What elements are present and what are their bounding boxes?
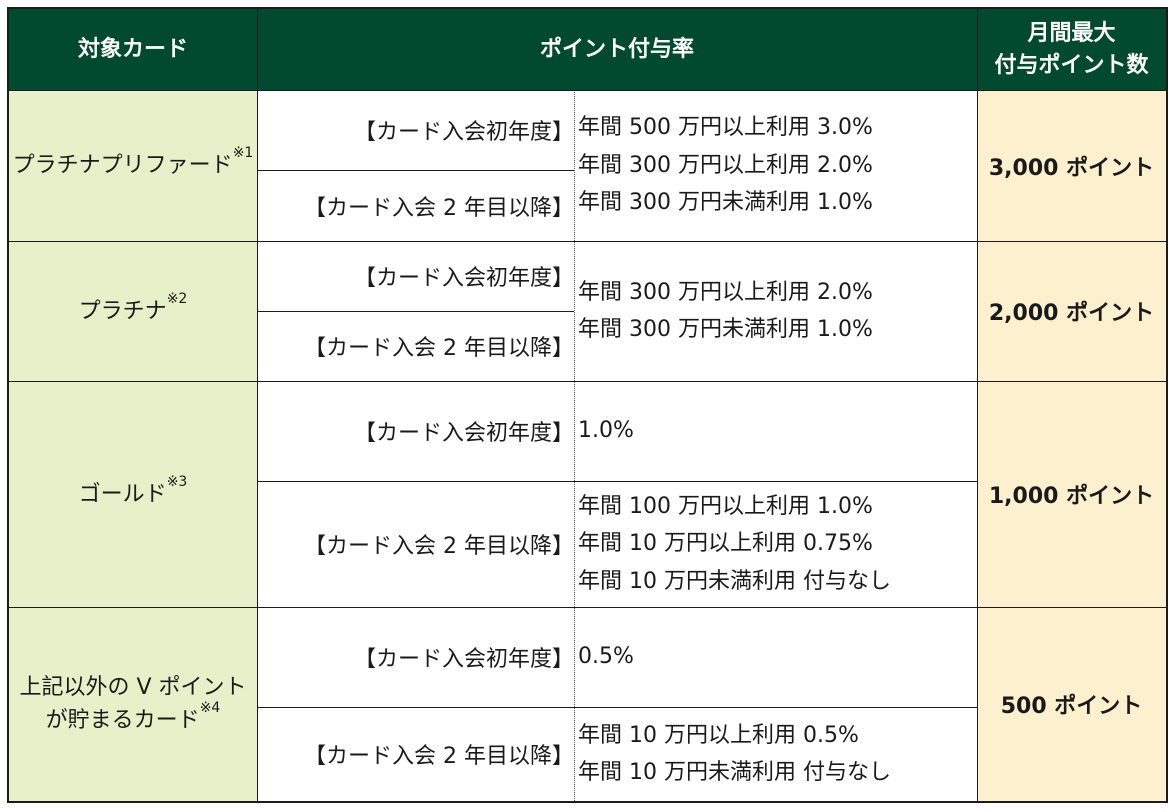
row-divider	[9, 381, 1166, 382]
dotted-divider	[574, 90, 575, 801]
header-monthly-max-line1: 月間最大	[1027, 20, 1116, 46]
first-year-label: 【カード入会初年度】	[257, 381, 574, 481]
rate-list: 年間 500 万円以上利用 3.0% 年間 300 万円以上利用 2.0% 年間…	[575, 90, 977, 241]
rate-line: 年間 10 万円以上利用 0.75%	[578, 531, 873, 557]
card-name-other-v-point: 上記以外の V ポイント が貯まるカード※4	[9, 607, 257, 801]
second-year-text: 【カード入会 2 年目以降】	[304, 195, 574, 221]
second-year-label: 【カード入会 2 年目以降】	[257, 170, 574, 241]
rate-line: 0.5%	[578, 644, 634, 670]
rate-line: 年間 10 万円未満利用 付与なし	[578, 568, 891, 594]
max-points: 1,000 ポイント	[977, 381, 1166, 607]
second-year-rates: 年間 100 万円以上利用 1.0% 年間 10 万円以上利用 0.75% 年間…	[575, 481, 977, 607]
row-divider	[9, 90, 1166, 91]
header-point-rate: ポイント付与率	[257, 9, 977, 90]
second-year-label: 【カード入会 2 年目以降】	[257, 707, 574, 801]
rate-line: 年間 300 万円以上利用 2.0%	[578, 152, 873, 178]
header-target-card-label: 対象カード	[77, 36, 188, 62]
card-name-line1: 上記以外の V ポイント	[19, 675, 247, 700]
max-points-text: 2,000 ポイント	[988, 301, 1155, 326]
footnote-mark: ※1	[232, 145, 254, 161]
row-divider	[9, 607, 1166, 608]
card-name-line2: が貯まるカード	[45, 708, 200, 733]
first-year-text: 【カード入会初年度】	[353, 647, 574, 672]
second-year-rates: 年間 10 万円以上利用 0.5% 年間 10 万円未満利用 付与なし	[575, 707, 977, 801]
max-points: 500 ポイント	[977, 607, 1166, 801]
first-year-rate: 1.0%	[575, 381, 977, 481]
card-name-text: ゴールド	[78, 481, 167, 507]
max-points-text: 500 ポイント	[1000, 694, 1143, 719]
rate-line: 年間 10 万円未満利用 付与なし	[578, 760, 891, 785]
max-points-text: 1,000 ポイント	[988, 484, 1155, 509]
card-name-text: プラチナプリファード	[12, 153, 233, 178]
sub-row-divider	[257, 707, 977, 708]
header-point-rate-label: ポイント付与率	[539, 36, 694, 62]
first-year-text: 【カード入会初年度】	[353, 266, 574, 291]
rate-list: 年間 300 万円以上利用 2.0% 年間 300 万円未満利用 1.0%	[575, 241, 977, 381]
sub-row-divider	[257, 481, 977, 482]
second-year-label: 【カード入会 2 年目以降】	[257, 481, 574, 607]
first-year-rate: 0.5%	[575, 607, 977, 707]
card-name-platinum-preferred: プラチナプリファード※1	[9, 90, 257, 241]
first-year-label: 【カード入会初年度】	[257, 607, 574, 707]
header-monthly-max: 月間最大 付与ポイント数	[977, 9, 1166, 90]
point-rate-table: 対象カード ポイント付与率 月間最大 付与ポイント数 プラチナプリファード※1 …	[7, 7, 1168, 803]
column-divider	[257, 9, 258, 801]
rate-line: 年間 300 万円未満利用 1.0%	[578, 190, 873, 216]
rate-line: 年間 300 万円未満利用 1.0%	[578, 317, 873, 342]
rate-line: 年間 100 万円以上利用 1.0%	[578, 493, 873, 519]
rate-line: 年間 500 万円以上利用 3.0%	[578, 115, 873, 141]
header-target-card: 対象カード	[9, 9, 257, 90]
first-year-text: 【カード入会初年度】	[353, 421, 574, 446]
card-name-platinum: プラチナ※2	[9, 241, 257, 381]
card-name-gold: ゴールド※3	[9, 381, 257, 607]
first-year-text: 【カード入会初年度】	[353, 120, 574, 145]
second-year-text: 【カード入会 2 年目以降】	[304, 336, 574, 361]
footnote-mark: ※4	[199, 700, 221, 716]
max-points: 3,000 ポイント	[977, 90, 1166, 241]
sub-row-divider	[257, 311, 574, 312]
max-points: 2,000 ポイント	[977, 241, 1166, 381]
column-divider	[977, 9, 978, 801]
first-year-label: 【カード入会初年度】	[257, 241, 574, 311]
rate-line: 年間 300 万円以上利用 2.0%	[578, 279, 873, 305]
second-year-label: 【カード入会 2 年目以降】	[257, 311, 574, 381]
rate-line: 1.0%	[578, 418, 634, 444]
sub-row-divider	[257, 170, 574, 171]
header-monthly-max-line2: 付与ポイント数	[994, 52, 1149, 78]
card-name-text: プラチナ	[78, 298, 167, 324]
first-year-label: 【カード入会初年度】	[257, 90, 574, 170]
rate-line: 年間 10 万円以上利用 0.5%	[578, 722, 859, 748]
row-divider	[9, 241, 1166, 242]
footnote-mark: ※2	[166, 290, 188, 307]
second-year-text: 【カード入会 2 年目以降】	[304, 534, 574, 559]
max-points-text: 3,000 ポイント	[988, 155, 1155, 181]
footnote-mark: ※3	[166, 473, 188, 490]
second-year-text: 【カード入会 2 年目以降】	[304, 744, 574, 769]
